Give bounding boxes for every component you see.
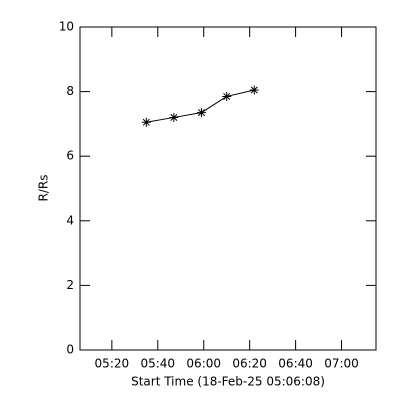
y-axis-label: R/Rs — [37, 175, 51, 202]
marker — [222, 91, 232, 101]
y-tick-label: 6 — [66, 149, 74, 163]
marker — [141, 117, 151, 127]
marker — [196, 108, 206, 118]
x-tick-label: 06:40 — [278, 357, 313, 371]
line — [146, 89, 255, 123]
y-tick-label: 0 — [66, 343, 74, 357]
x-tick-label: 05:40 — [140, 357, 175, 371]
y-tick-label: 10 — [59, 20, 74, 34]
x-tick-label: 06:00 — [186, 357, 221, 371]
y-tick-label: 8 — [66, 84, 74, 98]
marker — [249, 85, 259, 95]
y-tick-label: 2 — [66, 278, 74, 292]
plot-frame — [79, 26, 377, 351]
marker — [169, 112, 179, 122]
x-axis-label: Start Time (18-Feb-25 05:06:08) — [131, 375, 325, 389]
y-tick-label: 4 — [66, 213, 74, 227]
x-tick-label: 05:20 — [95, 357, 130, 371]
x-tick-label: 06:20 — [232, 357, 267, 371]
x-tick-label: 07:00 — [324, 357, 359, 371]
